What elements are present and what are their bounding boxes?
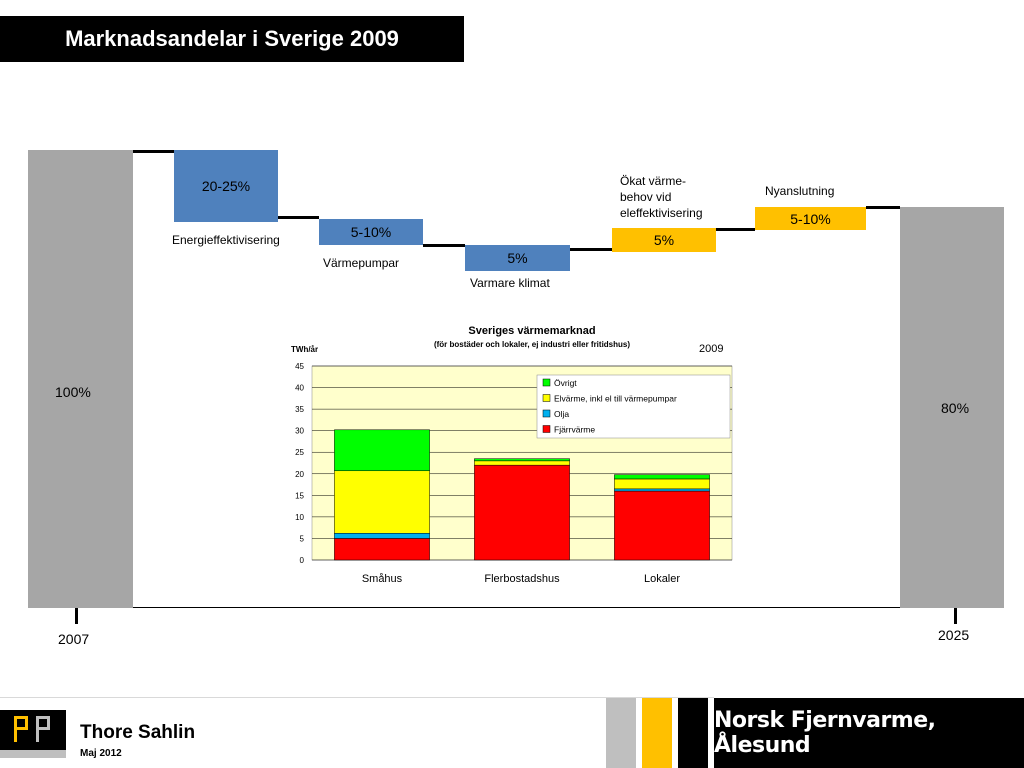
step-box-nyanslutning: 5-10% [755,207,866,230]
y-tick-label: 25 [295,448,304,457]
chart-title: Sveriges värmemarknad [468,325,595,337]
y-tick-label: 5 [300,534,305,543]
step-box-varmepumpar: 5-10% [319,219,423,245]
end-tick [954,608,957,624]
x-tick-label: Småhus [362,573,403,585]
step-label-varmepumpar: Värmepumpar [323,256,400,270]
bar-segment [474,460,570,466]
x-tick-label: Lokaler [644,573,680,585]
bar-segment [614,478,710,490]
y-tick-label: 30 [295,427,304,436]
presentation-date: Maj 2012 [80,748,122,759]
y-tick-label: 35 [295,405,304,414]
end-bar-label: 80% [941,400,970,416]
bar-segment [334,470,430,534]
legend-label: Fjärrvärme [554,425,595,435]
footer-gray-block [606,698,636,768]
legend-label: Elvärme, inkl el till värmepumpar [554,394,677,404]
y-tick-label: 45 [295,362,304,371]
legend-swatch [542,394,551,402]
connector-line [133,150,174,153]
bar-segment [334,538,430,561]
footer-divider [0,697,714,698]
step-box-varmare-klimat: 5% [465,245,570,271]
author-name: Thore Sahlin [80,722,196,743]
bar-segment [614,474,710,480]
chart-year-label: 2009 [699,343,723,355]
y-tick-label: 40 [295,384,304,393]
start-tick [75,608,78,624]
footer-black-block [678,698,708,768]
legend-swatch [542,378,551,387]
y-tick-label: 20 [295,470,304,479]
legend-label: Olja [554,409,569,419]
y-tick-label: 10 [295,513,304,522]
connector-line [423,244,465,247]
start-bar [28,150,133,608]
step-label-varmare-klimat: Varmare klimat [470,276,550,290]
start-year: 2007 [58,631,90,647]
bar-segment [474,464,570,561]
connector-line [570,248,612,251]
logo-underline [0,750,66,758]
connector-line [716,228,755,231]
y-tick-label: 0 [300,556,305,565]
baseline [133,607,900,608]
bar-segment [474,458,570,462]
organization-name: Norsk Fjernvarme, Ålesund [714,698,1024,768]
step-box-okat-varmebehov: 5% [612,228,716,252]
step-box-energieffektivisering: 20-25% [174,150,278,222]
start-bar-label: 100% [55,384,91,400]
step-label-nyanslutning: Nyanslutning [765,184,835,198]
legend-swatch [542,409,551,418]
bar-segment [334,429,430,472]
connector-line [278,216,319,219]
step-label-energieffektivisering: Energieffektivisering [172,233,280,247]
connector-line [866,206,900,209]
slide-title: Marknadsandelar i Sverige 2009 [0,16,464,62]
legend-swatch [542,425,551,433]
bar-segment [614,490,710,561]
end-year: 2025 [938,627,970,643]
bar-segment [334,533,430,539]
step-label-okat-varmebehov: Ökat värme- behov vid eleffektivisering [620,174,703,220]
y-tick-label: 15 [295,491,304,500]
footer-yellow-block [642,698,672,768]
x-tick-label: Flerbostadshus [484,573,560,585]
legend-label: Övrigt [554,378,577,388]
chart-subtitle: (för bostäder och lokaler, ej industri e… [434,340,630,349]
end-bar [900,207,1004,608]
chart-ylabel: TWh/år [291,345,318,354]
stacked-bar-chart: Sveriges värmemarknad (för bostäder och … [291,325,733,585]
chart-legend [536,374,731,439]
bar-segment [614,488,710,492]
pp-logo [0,710,66,750]
